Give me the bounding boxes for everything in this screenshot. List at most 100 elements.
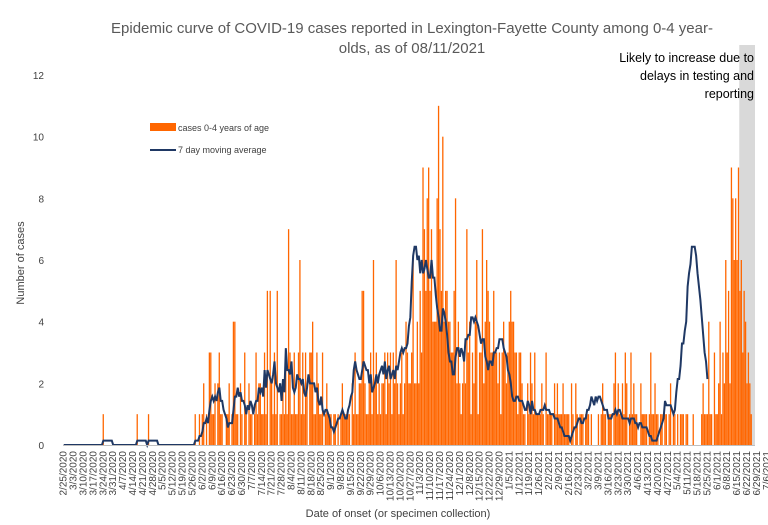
y-tick-label: 0 [38, 441, 44, 452]
bar [570, 383, 573, 445]
bar [283, 414, 286, 445]
x-tick-label: 4/7/2020 [118, 451, 129, 490]
bar [719, 321, 721, 445]
bar [617, 383, 619, 445]
bar [648, 414, 651, 445]
bar [443, 321, 445, 445]
bar [464, 383, 467, 445]
bar [535, 414, 537, 445]
x-tick-label: 3/17/2020 [88, 451, 99, 496]
x-tick-label: 1/5/2021 [504, 451, 515, 490]
x-tick-label: 11/3/2020 [415, 451, 426, 495]
bar [655, 414, 658, 445]
x-tick-label: 12/8/2020 [465, 451, 476, 496]
bar [450, 352, 452, 445]
bar [681, 414, 683, 445]
x-tick-label: 11/24/2020 [445, 451, 456, 501]
bar [439, 229, 441, 445]
bar [360, 383, 362, 445]
bar [497, 383, 499, 445]
bar [239, 383, 242, 445]
bar [422, 167, 424, 445]
bar [576, 414, 578, 445]
x-tick-label: 4/27/2021 [663, 451, 674, 496]
bar [259, 383, 261, 445]
bar [273, 352, 276, 445]
bar [616, 414, 618, 445]
x-tick-label: 1/26/2021 [534, 451, 545, 496]
bar [702, 383, 704, 445]
bar [368, 383, 370, 445]
bar [265, 414, 267, 445]
y-tick-label: 8 [38, 194, 44, 205]
bar [433, 321, 435, 445]
bar [624, 352, 626, 445]
x-tick-label: 5/5/2020 [158, 451, 169, 490]
bar [651, 414, 653, 445]
bar [413, 383, 416, 445]
bar [324, 414, 327, 445]
bar [319, 414, 321, 445]
bar [686, 414, 689, 445]
bar [391, 414, 393, 445]
y-tick-label: 12 [33, 71, 45, 82]
bar [198, 414, 201, 445]
bar [469, 321, 471, 445]
chart-title-line-1: Epidemic curve of COVID-19 cases reporte… [111, 20, 713, 37]
bar [408, 383, 410, 445]
bar [579, 414, 581, 445]
bar [643, 414, 645, 445]
bar [392, 352, 394, 445]
bar [563, 414, 566, 445]
bar [713, 352, 716, 445]
bar [566, 414, 568, 445]
bar [347, 414, 349, 445]
bar [590, 414, 593, 445]
y-tick-label: 2 [38, 379, 44, 390]
bar [444, 290, 447, 445]
bar [285, 352, 287, 445]
bar [386, 352, 389, 445]
bar [524, 414, 526, 445]
bar [384, 352, 386, 445]
bar [586, 414, 588, 445]
x-tick-label: 3/23/2021 [613, 451, 624, 496]
bar [517, 414, 519, 445]
bar [463, 352, 465, 445]
bar [480, 352, 482, 445]
bar [382, 383, 385, 445]
bar [419, 290, 421, 445]
bar [256, 414, 259, 445]
bar [703, 414, 706, 445]
bar [559, 414, 561, 445]
bar [313, 414, 315, 445]
bar [582, 414, 584, 445]
bar [604, 414, 607, 445]
bar [212, 414, 215, 445]
bar [727, 290, 730, 445]
bar [621, 383, 624, 445]
x-tick-label: 11/17/2020 [435, 451, 446, 501]
bar [545, 352, 547, 445]
bar [454, 198, 457, 445]
x-tick-label: 1/19/2021 [524, 451, 535, 496]
bar [340, 414, 342, 445]
bar [287, 229, 290, 445]
bar [447, 321, 450, 445]
bar [309, 352, 311, 445]
bar [491, 352, 493, 445]
bar [710, 414, 713, 445]
bar [245, 414, 247, 445]
bar [470, 414, 472, 445]
recent-data-shaded-region [739, 45, 755, 445]
x-tick-label: 9/15/2020 [346, 451, 357, 496]
bar [374, 383, 376, 445]
bar [614, 352, 617, 445]
x-tick-label: 5/25/2021 [702, 451, 713, 496]
bar [722, 352, 724, 445]
bar [220, 414, 222, 445]
bar [490, 352, 492, 445]
bar [254, 414, 256, 445]
bar [521, 383, 523, 445]
bar [426, 198, 428, 445]
